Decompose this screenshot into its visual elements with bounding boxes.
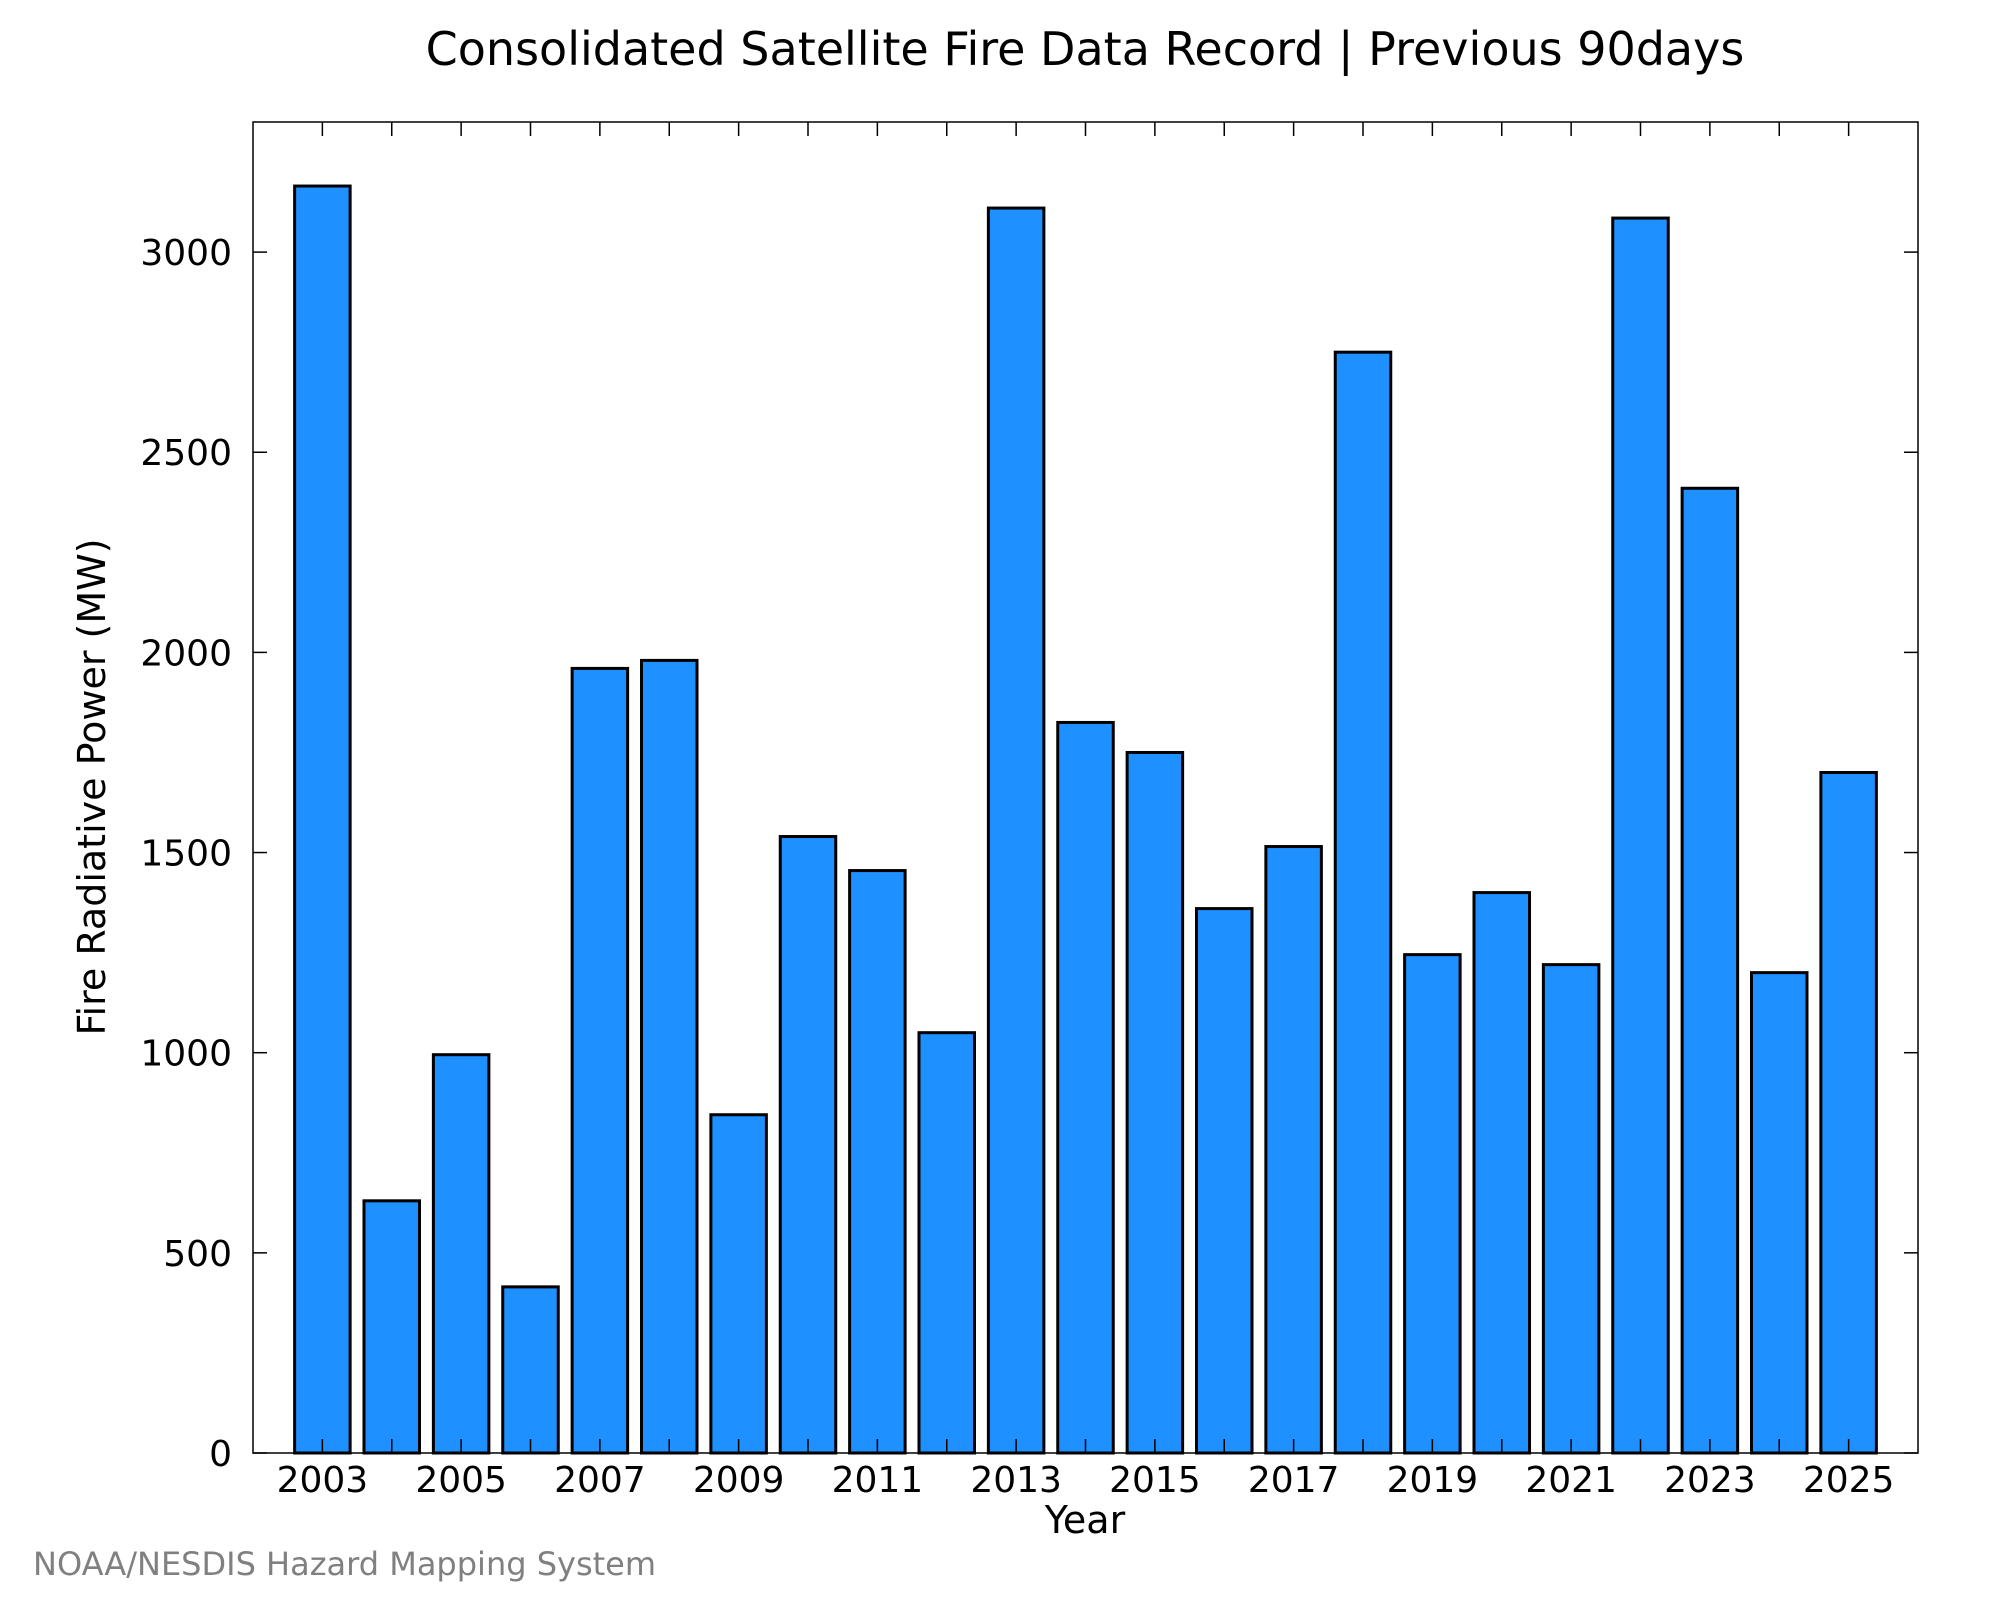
bar-2010 [778,835,838,1455]
x-tick-label: 2023 [1664,1460,1756,1501]
x-tick-label: 2005 [415,1460,507,1501]
bar-2018 [1333,350,1393,1455]
bar-2007 [570,666,630,1455]
bars-layer [293,184,1878,1455]
bar-2009 [709,1113,768,1455]
y-tick-label: 2500 [140,433,232,474]
y-tick-label: 1000 [140,1034,232,1075]
x-tick-label: 2003 [277,1460,369,1501]
x-tick-label: 2017 [1248,1460,1340,1501]
x-tick-label: 2015 [1109,1460,1201,1501]
y-tick-label: 2000 [140,633,232,674]
bar-2019 [1403,953,1462,1455]
bar-2017 [1264,845,1323,1455]
bar-2014 [1056,720,1115,1455]
x-tick-label: 2009 [693,1460,785,1501]
y-tick-label: 0 [209,1434,232,1475]
bar-2012 [917,1031,976,1455]
bar-2008 [640,658,699,1455]
bar-2011 [848,869,907,1455]
bar-2025 [1819,770,1878,1455]
bar-2004 [362,1199,421,1455]
bar-2022 [1611,216,1670,1455]
bar-2006 [501,1285,560,1455]
x-tick-label: 2019 [1387,1460,1479,1501]
x-tick-label: 2013 [970,1460,1062,1501]
y-tick-label: 1500 [140,834,232,875]
x-tick-label: 2007 [554,1460,646,1501]
bar-2005 [431,1053,491,1455]
chart-title: Consolidated Satellite Fire Data Record … [426,22,1745,77]
x-tick-label: 2011 [832,1460,924,1501]
bar-2021 [1541,963,1601,1455]
bar-2023 [1680,486,1740,1455]
bar-2003 [293,184,352,1455]
bar-2024 [1750,971,1809,1455]
bar-2016 [1195,907,1254,1455]
x-tick-label: 2025 [1803,1460,1895,1501]
ticks-layer: 2003 2005 2007 2009 2011 2013 2015 2017 2019 2021… [140,122,1918,1501]
bar-2013 [986,206,1046,1455]
x-axis-label: Year [1044,1498,1126,1542]
bar-2020 [1472,891,1531,1455]
y-tick-label: 3000 [140,233,232,274]
y-axis-label: Fire Radiative Power (MW) [70,538,114,1035]
footer-source: NOAA/NESDIS Hazard Mapping System [33,1545,656,1583]
bar-2015 [1125,750,1185,1455]
x-tick-label: 2021 [1525,1460,1617,1501]
y-tick-label: 500 [163,1234,232,1275]
